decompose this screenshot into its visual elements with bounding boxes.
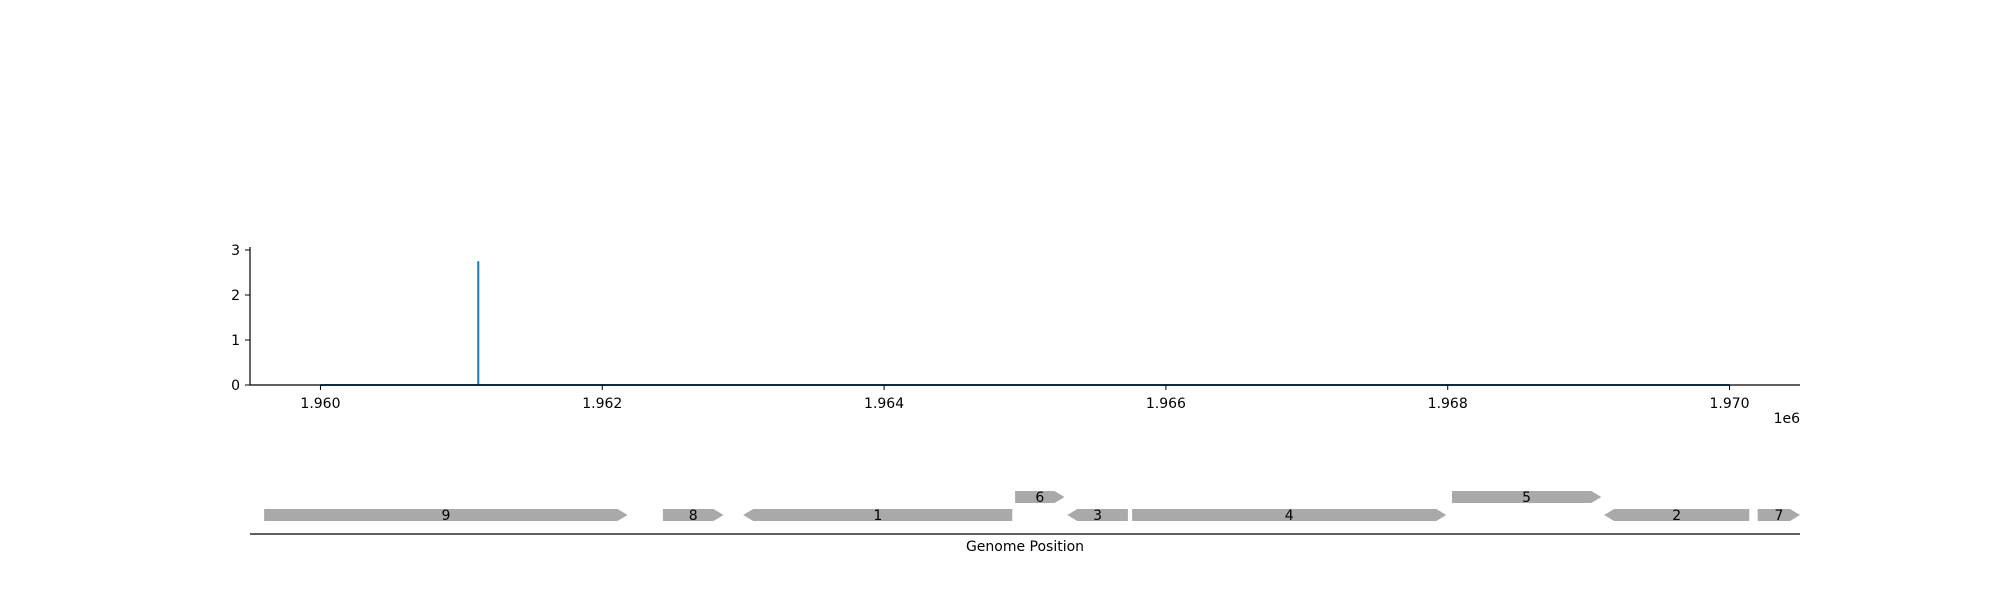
gene-track-xlabel: Genome Position bbox=[966, 539, 1084, 555]
gene-arrow-1 bbox=[743, 509, 1013, 521]
y-tick-label: 0 bbox=[231, 378, 240, 394]
gene-label-3: 3 bbox=[1093, 508, 1102, 524]
gene-label-5: 5 bbox=[1522, 490, 1531, 506]
y-tick-label: 1 bbox=[231, 333, 240, 349]
coverage-line-0 bbox=[320, 261, 1730, 386]
gene-arrow-3 bbox=[1067, 509, 1128, 521]
gene-track: 9 8 1 6 3 4 5 2 7 Genome Position bbox=[250, 490, 1800, 555]
gene-arrow-8 bbox=[662, 509, 724, 521]
gene-label-7: 7 bbox=[1774, 508, 1783, 524]
x-tick-label: 1.960 bbox=[300, 396, 340, 412]
x-tick-label: 1.966 bbox=[1146, 396, 1186, 412]
x-tick-label: 1.962 bbox=[582, 396, 622, 412]
coverage-plot: 1.960 1.962 1.964 1.966 1.968 1.970 1e6 0 1 2 3 bbox=[231, 243, 1800, 427]
gene-label-4: 4 bbox=[1285, 508, 1294, 524]
gene-arrow-2 bbox=[1604, 509, 1750, 521]
gene-arrow-7 bbox=[1757, 509, 1800, 521]
gene-label-6: 6 bbox=[1035, 490, 1044, 506]
x-offset-label: 1e6 bbox=[1774, 411, 1801, 427]
x-tick-label: 1.968 bbox=[1428, 396, 1468, 412]
x-tick-label: 1.970 bbox=[1709, 396, 1749, 412]
gene-arrow-6 bbox=[1015, 491, 1065, 503]
gene-arrow-9 bbox=[264, 509, 628, 521]
y-tick-label: 2 bbox=[231, 288, 240, 304]
gene-label-1: 1 bbox=[873, 508, 882, 524]
x-tick-label: 1.964 bbox=[864, 396, 904, 412]
gene-arrow-5 bbox=[1452, 491, 1602, 503]
gene-label-2: 2 bbox=[1672, 508, 1681, 524]
gene-arrow-4 bbox=[1132, 509, 1447, 521]
y-tick-label: 3 bbox=[231, 243, 240, 259]
gene-label-8: 8 bbox=[689, 508, 698, 524]
gene-label-9: 9 bbox=[441, 508, 450, 524]
